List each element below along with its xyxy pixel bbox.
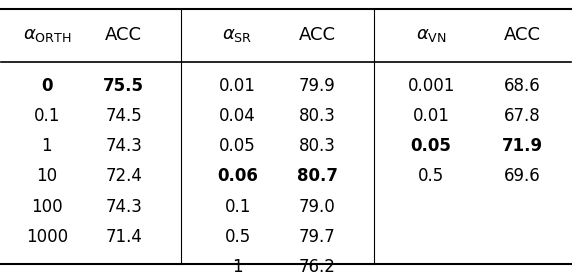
Text: $\alpha_{\mathrm{ORTH}}$: $\alpha_{\mathrm{ORTH}}$	[23, 26, 71, 44]
Text: 0.05: 0.05	[411, 137, 451, 155]
Text: 69.6: 69.6	[504, 167, 541, 185]
Text: 0.001: 0.001	[407, 77, 455, 95]
Text: 0: 0	[41, 77, 53, 95]
Text: 72.4: 72.4	[105, 167, 142, 185]
Text: 100: 100	[31, 198, 63, 216]
Text: $\alpha_{\mathrm{SR}}$: $\alpha_{\mathrm{SR}}$	[223, 26, 253, 44]
Text: 0.01: 0.01	[219, 77, 256, 95]
Text: 75.5: 75.5	[104, 77, 144, 95]
Text: 0.05: 0.05	[219, 137, 256, 155]
Text: 1: 1	[232, 258, 243, 276]
Text: 74.3: 74.3	[105, 198, 142, 216]
Text: 0.1: 0.1	[34, 107, 60, 125]
Text: 76.2: 76.2	[299, 258, 336, 276]
Text: 71.9: 71.9	[502, 137, 543, 155]
Text: 0.06: 0.06	[217, 167, 258, 185]
Text: 80.3: 80.3	[299, 107, 336, 125]
Text: 0.1: 0.1	[224, 198, 251, 216]
Text: 79.7: 79.7	[299, 228, 336, 246]
Text: 68.6: 68.6	[504, 77, 541, 95]
Text: 1: 1	[42, 137, 52, 155]
Text: 0.04: 0.04	[219, 107, 256, 125]
Text: ACC: ACC	[504, 26, 541, 44]
Text: 79.9: 79.9	[299, 77, 336, 95]
Text: 0.5: 0.5	[418, 167, 444, 185]
Text: 0.5: 0.5	[224, 228, 251, 246]
Text: 79.0: 79.0	[299, 198, 336, 216]
Text: 74.3: 74.3	[105, 137, 142, 155]
Text: 80.3: 80.3	[299, 137, 336, 155]
Text: 67.8: 67.8	[504, 107, 541, 125]
Text: 0.01: 0.01	[413, 107, 450, 125]
Text: $\alpha_{\mathrm{VN}}$: $\alpha_{\mathrm{VN}}$	[416, 26, 447, 44]
Text: 74.5: 74.5	[105, 107, 142, 125]
Text: 1000: 1000	[26, 228, 68, 246]
Text: 80.7: 80.7	[297, 167, 338, 185]
Text: ACC: ACC	[105, 26, 142, 44]
Text: ACC: ACC	[299, 26, 336, 44]
Text: 71.4: 71.4	[105, 228, 142, 246]
Text: 10: 10	[37, 167, 58, 185]
